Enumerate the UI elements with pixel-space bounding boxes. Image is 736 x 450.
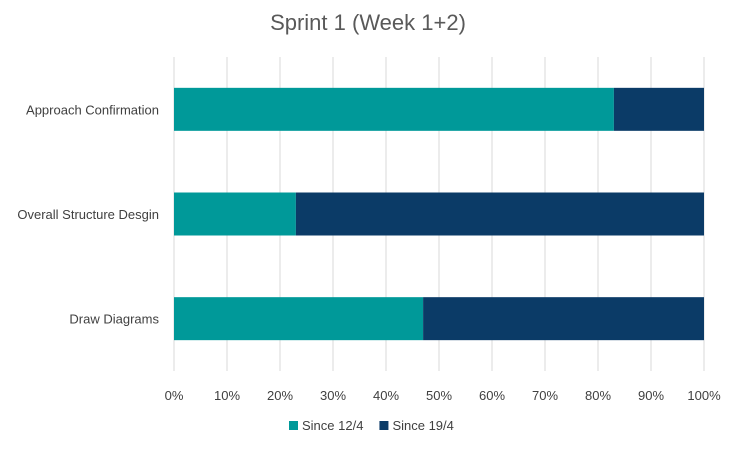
category-labels: Approach Confirmation Overall Structure D… [17, 102, 159, 326]
legend-swatch [289, 421, 298, 430]
category-label: Approach Confirmation [26, 102, 159, 117]
x-tick-label: 90% [638, 388, 664, 403]
x-tick-label: 50% [426, 388, 452, 403]
x-tick-label: 70% [532, 388, 558, 403]
bar-segment [423, 297, 704, 341]
bar-segment [613, 87, 704, 131]
bars [174, 87, 704, 341]
legend-swatch [379, 421, 389, 430]
bar-segment [174, 87, 614, 131]
x-tick-label: 10% [214, 388, 240, 403]
x-tick-label: 60% [479, 388, 505, 403]
x-tick-labels: 0% 10% 20% 30% 40% 50% 60% 70% 80% 90% 100% [165, 388, 721, 403]
x-tick-label: 100% [687, 388, 721, 403]
bar-segment [295, 192, 704, 236]
bar-segment [174, 297, 424, 341]
legend-label: Since 19/4 [392, 418, 453, 433]
category-label: Draw Diagrams [69, 312, 159, 327]
x-tick-label: 80% [585, 388, 611, 403]
bar-segment [174, 192, 296, 236]
x-tick-label: 20% [267, 388, 293, 403]
x-tick-label: 30% [320, 388, 346, 403]
legend-label: Since 12/4 [302, 418, 363, 433]
chart-title: Sprint 1 (Week 1+2) [270, 10, 466, 35]
x-tick-label: 40% [373, 388, 399, 403]
legend: Since 12/4 Since 19/4 [289, 418, 454, 433]
x-tick-label: 0% [165, 388, 184, 403]
category-label: Overall Structure Desgin [17, 207, 159, 222]
